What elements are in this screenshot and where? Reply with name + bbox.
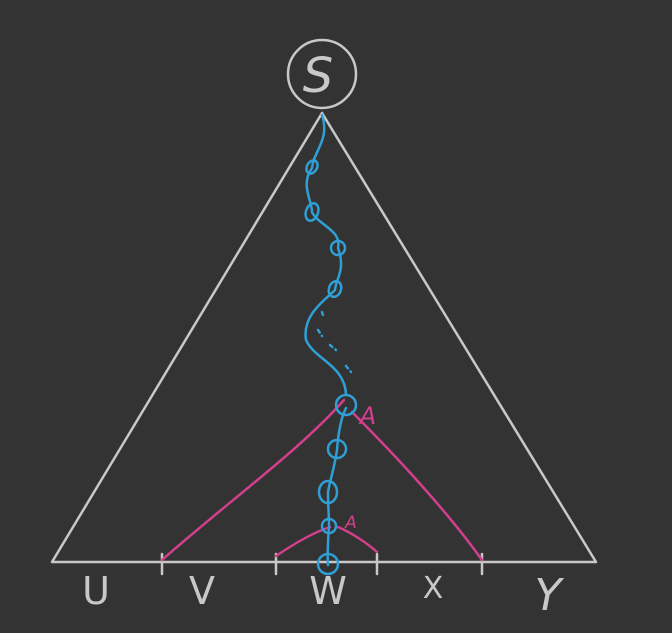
- inner-a-label: A: [344, 513, 357, 533]
- path-node-4: [327, 279, 343, 299]
- root-node-label: S: [303, 48, 333, 104]
- path-node-inner-a: [320, 517, 338, 535]
- elided-path-dots: [316, 310, 353, 374]
- path-node-3: [329, 239, 347, 257]
- segment-v-label: V: [189, 569, 215, 613]
- outer-tree-triangle: [50, 111, 598, 564]
- path-node-leaf: [316, 552, 340, 576]
- path-node-1: [305, 159, 319, 175]
- derivation-path-nodes: [304, 159, 358, 576]
- segment-u-label: U: [82, 569, 110, 613]
- path-node-6: [326, 438, 348, 460]
- path-node-2: [304, 202, 320, 222]
- inner-a-subtree: [274, 525, 379, 558]
- baseline-ticks: [160, 552, 484, 576]
- outer-a-label: A: [358, 402, 376, 430]
- root-node-circle: [286, 38, 358, 110]
- segment-y-label: Y: [535, 570, 565, 621]
- segment-w-label: W: [309, 569, 347, 613]
- path-node-7: [317, 479, 339, 505]
- segment-labels: U V W X Y: [82, 569, 564, 621]
- path-node-outer-a: [334, 393, 358, 417]
- segment-x-label: X: [423, 571, 444, 606]
- root-node: S: [286, 38, 358, 110]
- derivation-path: [304, 113, 353, 567]
- outer-a-subtree: [160, 398, 484, 562]
